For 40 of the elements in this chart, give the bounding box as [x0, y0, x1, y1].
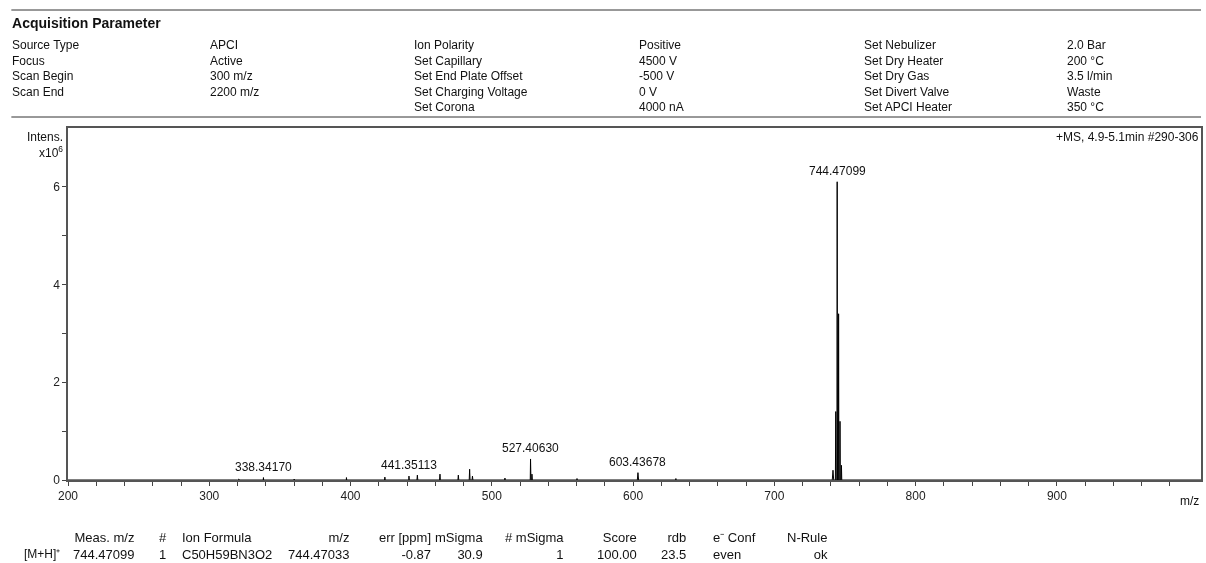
y-tick-label: 6 — [53, 179, 61, 194]
annotation: 744.47099 — [809, 164, 867, 178]
text: rdb 23.5 — [661, 530, 687, 562]
annotation: 338.34170 — [235, 460, 293, 474]
x-tick-label: 600 — [623, 489, 644, 504]
annotation: 441.35113 — [381, 458, 438, 472]
x-axis-title: m/z — [1180, 494, 1200, 508]
x-tick-label: 300 — [199, 489, 220, 504]
text: Meas. m/z 744.47099 — [73, 530, 135, 562]
source-note: Source Type Focus Scan Begin Scan End — [12, 38, 80, 99]
y-axis-title: Intens. x10$^{6}$ — [27, 130, 64, 160]
text: e⁻ Conf even — [713, 530, 756, 562]
annotation: 527.40630 — [502, 441, 560, 455]
annotation: 603.43678 — [609, 455, 667, 469]
x-tick-label: 800 — [905, 489, 926, 504]
x-tick-label: 200 — [57, 489, 79, 504]
text: Score 100.00 — [597, 530, 637, 562]
chart-title: Acquisition Parameter — [12, 14, 162, 31]
text: err [ppm] -0.87 — [379, 530, 432, 562]
text: Ion Formula C50H59BN3O2 — [182, 530, 273, 562]
y-tick-label: 2 — [53, 375, 61, 390]
text: APCI Active 300 m/z 2200 m/z — [210, 38, 260, 99]
line-series — [68, 181, 1201, 480]
y-tick-label: 4 — [53, 277, 61, 292]
text: m/z 744.47033 — [288, 530, 350, 562]
x-tick-label: 900 — [1046, 489, 1068, 504]
text: N-Rule ok — [787, 530, 828, 562]
annotation: +MS, 4.9-5.1min #290-306 — [1056, 130, 1199, 144]
text: Set Nebulizer Set Dry Heater Set Dry Gas Set Divert Valve Set APCI Heater — [864, 38, 953, 115]
text: # 1 — [159, 530, 167, 562]
text: # mSigma 1 — [505, 530, 565, 562]
text: mSigma 30.9 — [435, 530, 484, 562]
text: Positive 4500 V -500 V 0 V 4000 nA — [639, 38, 684, 115]
text: 2.0 Bar 200 °C 3.5 l/min Waste 350 °C — [1067, 38, 1113, 115]
x-tick-label: 500 — [481, 489, 503, 504]
text: [M+H]⁺ — [24, 547, 61, 561]
x-tick-label: 700 — [764, 489, 785, 504]
x-tick-label: 400 — [340, 489, 361, 504]
y-tick-label: 0 — [53, 473, 61, 488]
text: Ion Polarity Set Capillary Set End Plate Offset Set Charging Voltage Set Corona — [414, 38, 528, 115]
